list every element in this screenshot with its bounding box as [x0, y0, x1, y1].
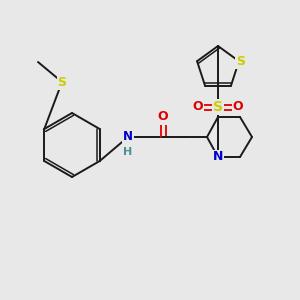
Text: S: S	[58, 76, 67, 88]
Text: O: O	[193, 100, 203, 113]
Text: H: H	[123, 147, 133, 157]
Text: O: O	[233, 100, 243, 113]
Text: N: N	[213, 151, 223, 164]
Text: S: S	[213, 100, 223, 114]
Text: S: S	[236, 55, 245, 68]
Text: O: O	[158, 110, 168, 124]
Text: N: N	[123, 130, 133, 143]
